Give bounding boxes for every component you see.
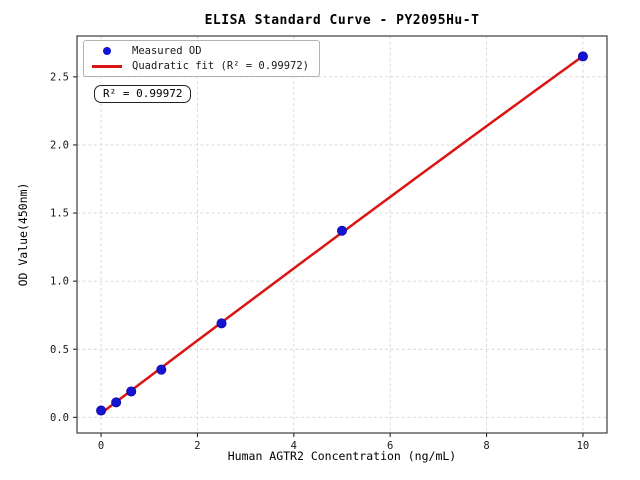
legend-item-quadratic-fit: Quadratic fit (R² = 0.99972) xyxy=(90,60,309,72)
measured-od-point xyxy=(336,225,347,236)
y-tick-label: 1.0 xyxy=(50,276,69,288)
legend-line-marker-cell xyxy=(90,64,124,68)
legend-label-measured-od: Measured OD xyxy=(132,45,202,57)
measured-od-point xyxy=(156,364,167,375)
r-squared-annotation: R² = 0.99972 xyxy=(94,85,192,103)
y-tick-label: 0.5 xyxy=(50,344,69,356)
y-axis-label: OD Value(450nm) xyxy=(16,183,30,287)
plot-spines xyxy=(76,35,608,434)
chart-title: ELISA Standard Curve - PY2095Hu-T xyxy=(204,13,480,28)
y-tick-label: 1.5 xyxy=(50,208,69,220)
legend: Measured OD Quadratic fit (R² = 0.99972) xyxy=(83,40,321,77)
x-tick-label: 0 xyxy=(98,440,104,452)
y-tick-label: 0.0 xyxy=(50,412,69,424)
x-tick-label: 6 xyxy=(387,440,393,452)
quadratic-fit-line-icon xyxy=(92,64,122,68)
legend-label-quadratic-fit: Quadratic fit (R² = 0.99972) xyxy=(132,60,310,72)
y-tick-label: 2.0 xyxy=(50,140,69,152)
measured-od-point xyxy=(577,51,588,62)
measured-od-point xyxy=(111,397,122,408)
measured-od-point xyxy=(216,318,227,329)
measured-od-point xyxy=(96,405,107,416)
x-tick-label: 10 xyxy=(577,440,590,452)
measured-od-point xyxy=(126,386,137,397)
measured-od-dot-icon xyxy=(103,47,111,55)
x-tick-label: 2 xyxy=(194,440,200,452)
x-tick-label: 8 xyxy=(483,440,489,452)
y-tick-label: 2.5 xyxy=(50,71,69,83)
x-axis-label: Human AGTR2 Concentration (ng/mL) xyxy=(228,449,456,463)
x-tick-label: 4 xyxy=(291,440,297,452)
legend-item-measured-od: Measured OD xyxy=(90,45,309,57)
legend-dot-marker-cell xyxy=(90,47,124,55)
